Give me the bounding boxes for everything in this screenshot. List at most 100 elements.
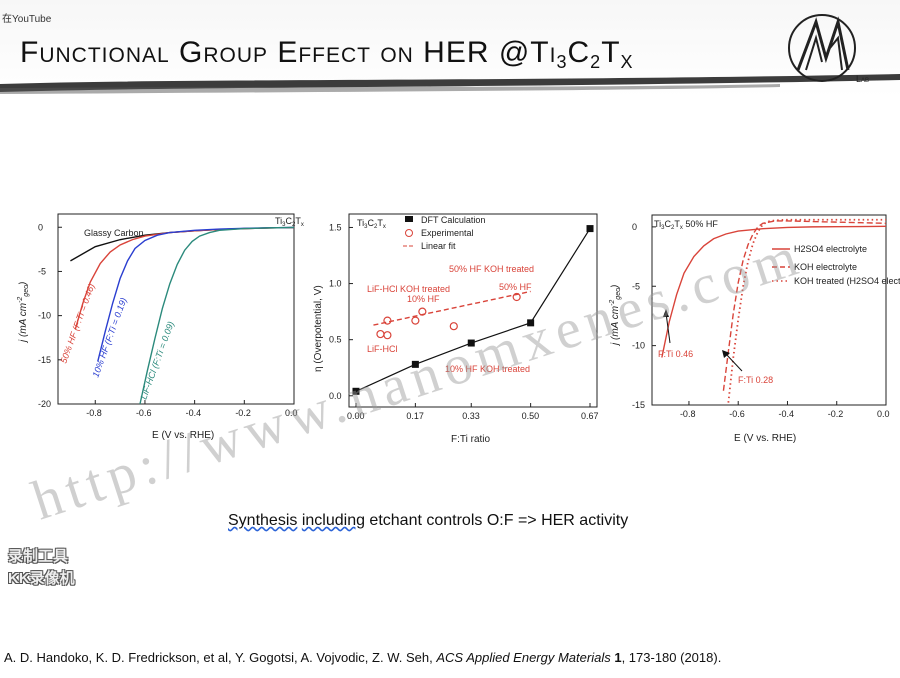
x-tick-label: -0.6 bbox=[729, 409, 745, 419]
x-tick-label: 0.50 bbox=[522, 411, 540, 421]
title-sub-x: X bbox=[620, 52, 634, 72]
annot-fti-046: F:Ti 0.46 bbox=[658, 349, 693, 359]
y-tick-label: 0 bbox=[38, 222, 43, 232]
panel1-inset-label: Ti3C2Tx bbox=[275, 216, 304, 228]
annotation-50hf: 50% HF (F:Ti = 0.46) bbox=[58, 282, 96, 364]
plot-frame bbox=[57, 213, 295, 405]
panel3-xlabel: E (V vs. RHE) bbox=[734, 433, 796, 444]
slide-header: 在YouTube Functional Group Effect on HER … bbox=[0, 0, 900, 98]
kk-line2: KK录像机 bbox=[8, 570, 75, 587]
series-line-3 bbox=[139, 226, 295, 405]
arrow-028-head bbox=[722, 350, 730, 358]
x-tick-label: -0.4 bbox=[186, 408, 202, 418]
plot-frame bbox=[651, 214, 887, 406]
x-tick-label: 0.00 bbox=[347, 411, 365, 421]
title-t: T bbox=[601, 36, 621, 69]
series-line-0 bbox=[661, 225, 887, 358]
citation-authors: A. D. Handoko, K. D. Fredrickson, et al,… bbox=[4, 650, 437, 665]
legend-exp: Experimental bbox=[421, 228, 474, 238]
y-tick-label: 0 bbox=[632, 222, 637, 232]
y-tick-label: -10 bbox=[38, 311, 51, 321]
legend-h2so4: H2SO4 electrolyte bbox=[794, 244, 867, 254]
title-c: C bbox=[567, 36, 591, 69]
y-tick-label: -5 bbox=[632, 281, 640, 291]
arrow-046-head bbox=[663, 309, 669, 317]
experimental-point bbox=[449, 322, 458, 331]
title-sub-3: 3 bbox=[556, 52, 568, 72]
x-tick-label: -0.2 bbox=[235, 408, 251, 418]
y-tick-label: 0.0 bbox=[329, 391, 342, 401]
legend-dft: DFT Calculation bbox=[421, 215, 485, 225]
x-tick-label: -0.2 bbox=[828, 409, 844, 419]
legend-fit: Linear fit bbox=[421, 241, 456, 251]
annot-10hf: 10% HF bbox=[407, 294, 440, 304]
citation-journal: ACS Applied Energy Materials bbox=[436, 650, 611, 665]
experimental-point bbox=[383, 316, 392, 325]
y-tick-label: -10 bbox=[632, 341, 645, 351]
y-tick-label: 1.5 bbox=[329, 222, 342, 232]
series-line-2 bbox=[727, 218, 886, 403]
panel1-ylabel: j (mA cm-2geo) bbox=[17, 282, 30, 344]
experimental-point bbox=[411, 316, 420, 325]
panel2-xlabel: F:Ti ratio bbox=[451, 434, 491, 445]
series-line-2 bbox=[373, 290, 531, 326]
annot-50hf: 50% HF bbox=[499, 282, 532, 292]
dft-point bbox=[352, 387, 360, 395]
dft-point bbox=[411, 360, 419, 368]
arrow-046 bbox=[665, 312, 671, 344]
annotation-glassy-carbon: Glassy Carbon bbox=[84, 228, 144, 238]
legend-exp-marker bbox=[405, 229, 413, 237]
y-tick-label: -20 bbox=[38, 399, 51, 409]
experimental-point bbox=[376, 329, 385, 339]
x-tick-label: -0.8 bbox=[86, 408, 102, 418]
annot-lif: LiF-HCl bbox=[367, 344, 398, 354]
y-tick-label: -15 bbox=[632, 400, 645, 410]
x-tick-label: 0.0 bbox=[877, 409, 890, 419]
lsv-treatment-chart-panel: -0.8 -0.6 -0.4 -0.2 0.0 0 -5 -10 -15 Ti3C2Tx 50%… bbox=[609, 214, 900, 444]
panel2-ylabel: η (Overpotential, V) bbox=[313, 285, 324, 372]
y-tick-label: -5 bbox=[38, 266, 46, 276]
series-line-2 bbox=[97, 226, 295, 362]
y-tick-label: 0.5 bbox=[329, 335, 342, 345]
panel2-inset-label: Ti3C2Tx bbox=[357, 218, 386, 230]
subtitle-rest: etchant controls O:F => HER activity bbox=[364, 512, 629, 529]
citation-pages: , 173-180 (2018). bbox=[621, 650, 722, 665]
brush-stroke-decoration bbox=[0, 74, 900, 94]
x-tick-label: 0.33 bbox=[462, 411, 480, 421]
x-tick-label: 0.17 bbox=[406, 411, 424, 421]
dft-point bbox=[527, 319, 535, 327]
overpotential-chart-panel: 0.00 0.17 0.33 0.50 0.67 0.0 0.5 1.0 1.5 Ti3C2Tx… bbox=[313, 213, 599, 445]
experimental-point bbox=[512, 292, 521, 302]
x-tick-label: -0.6 bbox=[136, 408, 152, 418]
dft-point bbox=[467, 339, 475, 347]
subtitle-word-including: including bbox=[301, 512, 365, 529]
x-tick-label: 0.0 bbox=[285, 408, 298, 418]
subtitle-word-synthesis: Synthesis bbox=[228, 512, 298, 529]
x-tick-label: -0.8 bbox=[680, 409, 696, 419]
av-lab-logo bbox=[788, 14, 856, 82]
annot-lif-koh: LiF-HCl KOH treated bbox=[367, 284, 450, 294]
annotation-10hf: 10% HF (F:Ti = 0.19) bbox=[90, 296, 128, 378]
lsv-chart-panel: -0.8 -0.6 -0.4 -0.2 0.00-5-10-15-20 Ti3C2Tx … bbox=[17, 213, 304, 441]
kk-line1: 录制工具 bbox=[8, 548, 69, 565]
annot-50hf-koh: 50% HF KOH treated bbox=[449, 264, 534, 274]
kk-recorder-watermark: 录制工具 KK录像机 bbox=[8, 546, 75, 590]
plot-frame bbox=[348, 213, 598, 408]
annotation-lif-hcl: LiF-HCl (F:Ti = 0.09) bbox=[138, 320, 176, 401]
x-tick-label: 0.67 bbox=[581, 411, 599, 421]
y-tick-label: -15 bbox=[38, 355, 51, 365]
arrow-028 bbox=[724, 352, 743, 372]
legend-koh: KOH electrolyte bbox=[794, 262, 857, 272]
annot-fti-028: F:Ti 0.28 bbox=[738, 375, 773, 385]
x-tick-label: -0.4 bbox=[778, 409, 794, 419]
title-sub-2: 2 bbox=[590, 52, 602, 72]
panel3-ylabel: j (mA cm-2geo) bbox=[609, 285, 622, 347]
y-tick-label: 1.0 bbox=[329, 279, 342, 289]
citation-volume: 1 bbox=[614, 650, 622, 665]
dft-point bbox=[586, 225, 594, 233]
logo-lab-text: Lab bbox=[856, 74, 870, 84]
legend-dft-marker bbox=[405, 216, 413, 222]
legend-koh-treated: KOH treated (H2SO4 electrolyte) bbox=[794, 276, 900, 286]
title-text: Functional Group Effect on HER @Ti bbox=[20, 36, 557, 69]
panel1-xlabel: E (V vs. RHE) bbox=[152, 430, 214, 441]
